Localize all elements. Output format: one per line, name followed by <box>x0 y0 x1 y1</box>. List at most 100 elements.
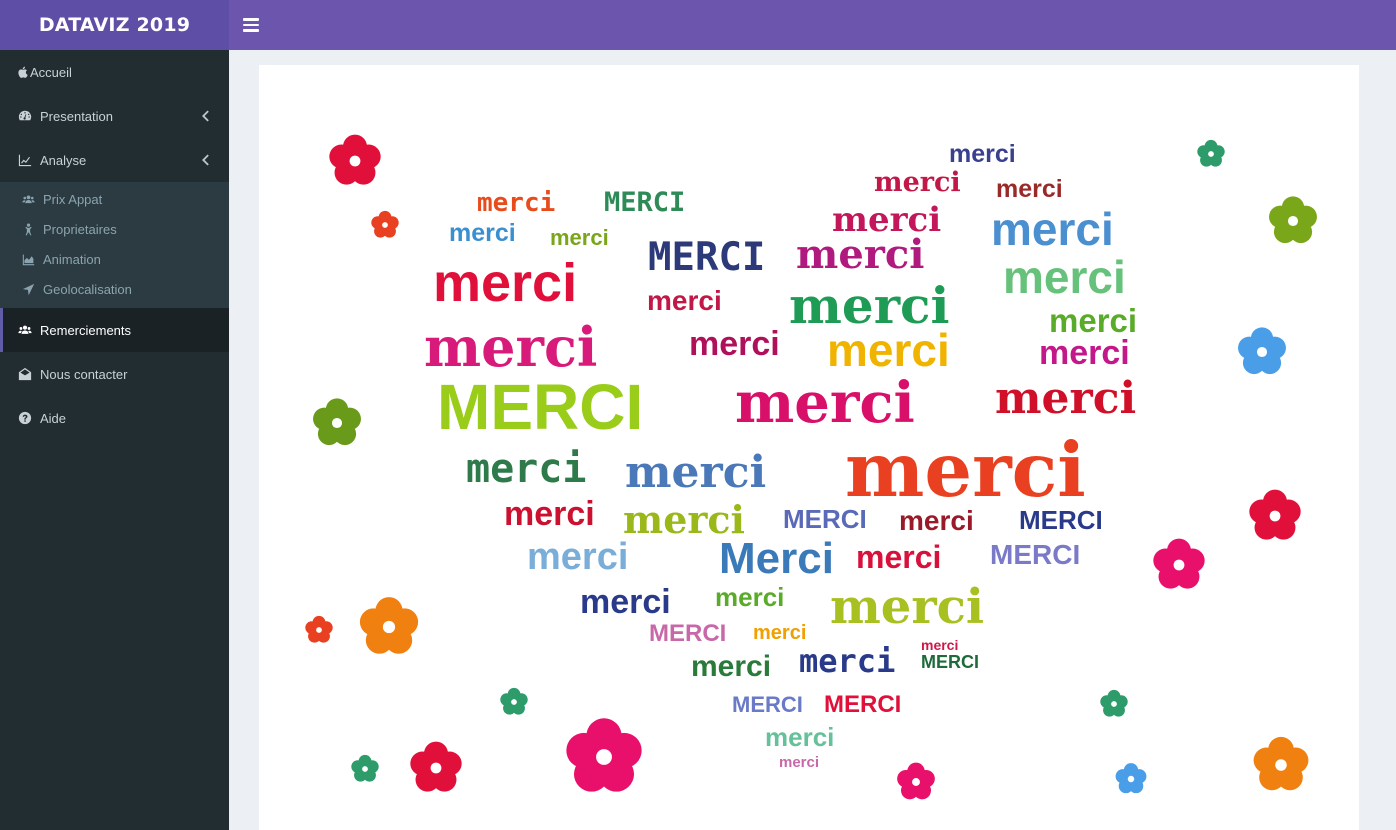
sidebar-item-accueil[interactable]: Accueil <box>0 50 229 94</box>
merci-word: MERCI <box>604 187 686 218</box>
users-icon <box>17 322 33 338</box>
merci-word: merci <box>949 140 1016 168</box>
sidebar-subitem-animation[interactable]: Animation <box>0 244 229 274</box>
flower-icon <box>1253 736 1309 791</box>
merci-word: merci <box>753 622 807 644</box>
merci-word: merci <box>715 582 785 612</box>
sidebar-item-nous-contacter[interactable]: Nous contacter <box>0 352 229 396</box>
sidebar-subitem-proprietaires[interactable]: Proprietaires <box>0 214 229 244</box>
merci-word: merci <box>827 324 950 376</box>
merci-word: MERCI <box>783 504 867 534</box>
sidebar-item-presentation[interactable]: Presentation <box>0 94 229 138</box>
apple-icon <box>17 64 28 80</box>
dashboard-icon <box>17 108 33 124</box>
merci-word: MERCI <box>824 691 902 718</box>
merci-word: Merci <box>719 534 834 583</box>
envelope-open-icon <box>17 366 33 382</box>
merci-word: merci <box>689 325 780 363</box>
merci-word: merci <box>874 167 961 198</box>
flower-icon <box>1238 327 1286 375</box>
merci-word: MERCI <box>921 652 979 672</box>
flower-icon <box>351 754 379 782</box>
flower-icon <box>500 687 528 715</box>
merci-word: merci <box>623 497 745 542</box>
merci-word: merci <box>796 231 925 278</box>
merci-word: merci <box>789 276 950 335</box>
merci-word: merci <box>424 315 598 379</box>
sidebar-subitem-prix-appat[interactable]: Prix Appat <box>0 184 229 214</box>
flower-icon <box>313 398 361 446</box>
merci-word: merci <box>899 505 974 536</box>
merci-word: merci <box>921 637 959 653</box>
sidebar-item-label: Analyse <box>40 152 87 168</box>
sidebar: Accueil Presentation Analyse Prix Appat … <box>0 50 229 830</box>
merci-word: merci <box>580 583 671 621</box>
merci-word: merci <box>504 495 595 533</box>
flower-icon <box>1115 763 1147 794</box>
flower-icon <box>1153 538 1205 589</box>
flower-icon <box>359 597 419 654</box>
merci-word: merci <box>647 285 722 316</box>
merci-word: merci <box>765 722 835 752</box>
chevron-left-icon <box>201 110 209 122</box>
sidebar-item-remerciements[interactable]: Remerciements <box>0 308 229 352</box>
line-chart-icon <box>17 152 33 168</box>
merci-word: merci <box>1049 302 1138 339</box>
merci-word: merci <box>799 642 896 680</box>
app-logo[interactable]: DATAVIZ 2019 <box>0 0 229 50</box>
sidebar-subitem-label: Prix Appat <box>43 191 103 207</box>
sidebar-item-label: Accueil <box>30 64 72 80</box>
merci-word: merci <box>466 446 587 492</box>
merci-word: merci <box>527 536 629 578</box>
sidebar-item-label: Remerciements <box>40 322 132 338</box>
location-arrow-icon <box>20 281 36 297</box>
merci-word: merci <box>995 373 1137 424</box>
sidebar-subitem-label: Geolocalisation <box>43 281 132 297</box>
sidebar-subitem-geolocalisation[interactable]: Geolocalisation <box>0 274 229 304</box>
merci-heart-wordcloud: merci merci merci merci merci merci MERCI merci… <box>259 65 1359 830</box>
merci-word: merci <box>996 175 1063 203</box>
flower-icon <box>410 741 462 792</box>
flower-icon <box>329 134 381 185</box>
merci-word: MERCI <box>1019 505 1103 535</box>
merci-word: MERCI <box>437 371 644 443</box>
flower-icon <box>1249 489 1301 540</box>
flower-icon <box>305 615 333 643</box>
merci-word: merci <box>856 539 942 575</box>
merci-word: merci <box>845 426 1086 514</box>
merci-word: MERCI <box>648 235 766 280</box>
flower-icon <box>566 718 642 792</box>
content-box: merci merci merci merci merci merci MERCI merci… <box>259 65 1359 830</box>
area-chart-icon <box>20 251 36 267</box>
merci-word: merci <box>1039 334 1130 372</box>
merci-word: merci <box>449 219 516 247</box>
sidebar-item-analyse[interactable]: Analyse <box>0 138 229 182</box>
merci-word: MERCI <box>990 539 1081 570</box>
flower-icon <box>1197 139 1225 167</box>
sidebar-item-label: Aide <box>40 410 67 426</box>
sidebar-subitem-label: Animation <box>43 251 101 267</box>
flower-icon <box>1269 196 1317 244</box>
merci-word: MERCI <box>649 620 727 647</box>
child-icon <box>20 221 36 237</box>
sidebar-item-label: Nous contacter <box>40 366 128 382</box>
merci-word: merci <box>1003 251 1126 303</box>
sidebar-item-label: Presentation <box>40 108 113 124</box>
users-icon <box>20 191 36 207</box>
merci-word: MERCI <box>732 692 803 717</box>
merci-word: merci <box>550 225 609 250</box>
flower-icon <box>897 762 935 800</box>
merci-word: merci <box>779 754 820 771</box>
sidebar-toggle-button[interactable] <box>243 14 259 36</box>
top-navbar <box>229 0 1396 50</box>
sidebar-item-aide[interactable]: Aide <box>0 396 229 440</box>
question-circle-icon <box>17 410 33 426</box>
flower-icon <box>1100 689 1128 717</box>
sidebar-subitem-label: Proprietaires <box>43 221 117 237</box>
merci-word: merci <box>691 650 772 683</box>
flower-icon <box>371 210 399 238</box>
chevron-left-icon <box>201 154 209 166</box>
analyse-submenu: Prix Appat Proprietaires Animation Geolo… <box>0 182 229 308</box>
merci-word: merci <box>433 253 578 313</box>
merci-word: merci <box>625 447 767 498</box>
